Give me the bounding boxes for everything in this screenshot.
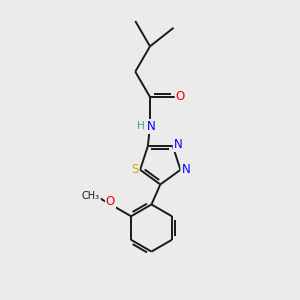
Text: N: N (147, 120, 156, 133)
Text: CH₃: CH₃ (82, 190, 100, 201)
Text: S: S (131, 163, 139, 176)
Text: N: N (182, 163, 190, 176)
Text: O: O (106, 195, 115, 208)
Text: H: H (137, 122, 145, 131)
Text: O: O (176, 91, 185, 103)
Text: N: N (174, 138, 182, 151)
